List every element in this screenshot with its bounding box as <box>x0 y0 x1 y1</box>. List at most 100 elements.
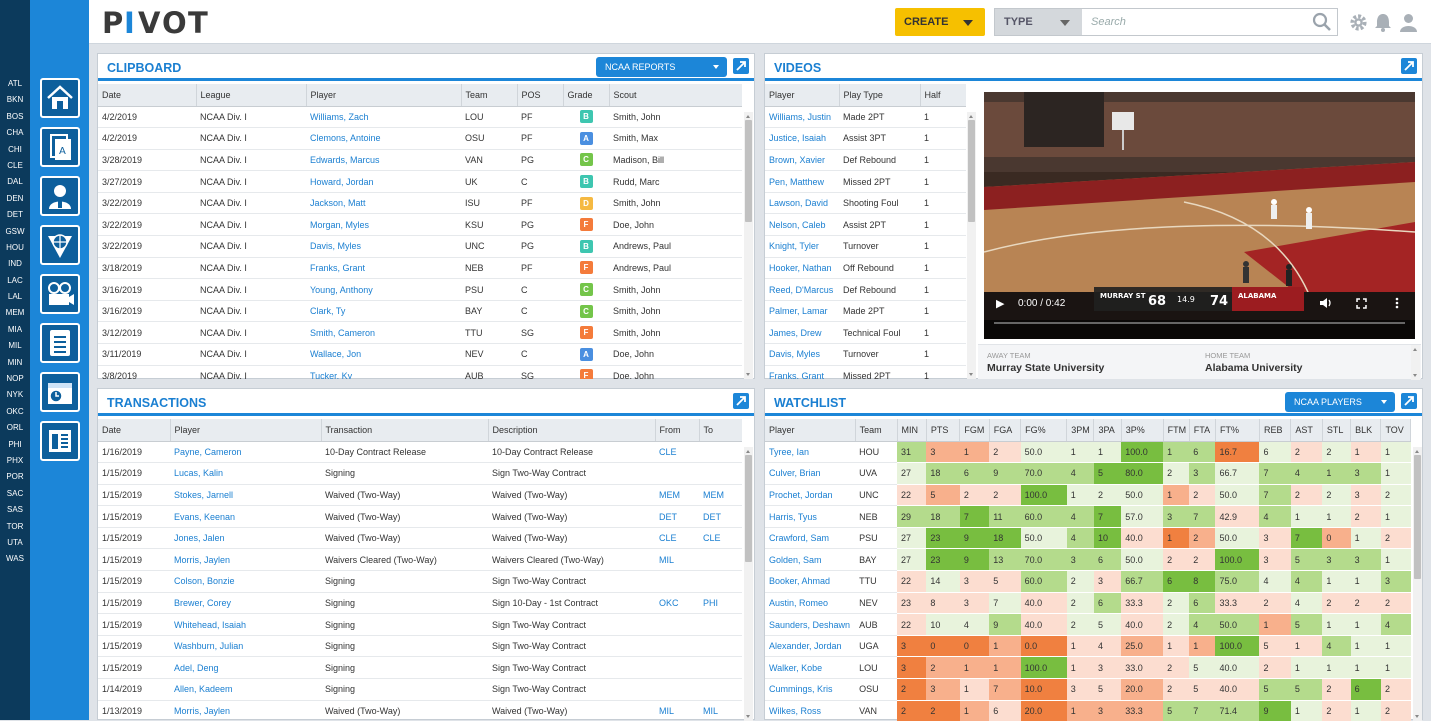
bell-icon[interactable] <box>1374 13 1392 32</box>
column-header[interactable]: MIN <box>897 419 927 442</box>
column-header[interactable]: Player <box>765 419 856 442</box>
team-link[interactable]: DET <box>699 505 742 528</box>
column-header[interactable]: Description <box>488 419 656 442</box>
videos-scrollbar[interactable] <box>967 112 976 379</box>
player-link[interactable]: Tyree, Ian <box>765 441 856 464</box>
table-row[interactable]: Booker, Ahmad TTU 22 14 3 5 60.0 2 3 66.7 6 8 75.0 4 4… <box>765 570 1411 593</box>
logo[interactable]: P I V O T <box>102 6 226 40</box>
table-row[interactable]: Tyree, Ian HOU 31 3 1 2 50.0 1 1 100.0 1 6 16.7 6 2 2 1 1 <box>765 441 1411 464</box>
team-link[interactable]: DAL <box>7 177 23 187</box>
column-header[interactable]: Player <box>306 84 462 107</box>
team-link[interactable]: ORL <box>6 423 24 433</box>
player-link[interactable]: Young, Anthony <box>306 278 461 301</box>
table-row[interactable]: 4/2/2019 NCAA Div. I Williams, Zach LOU PF B S… <box>98 106 742 129</box>
player-link[interactable]: Brown, Xavier <box>765 149 839 172</box>
nav-home[interactable] <box>40 78 80 118</box>
player-link[interactable]: Jones, Jalen <box>170 527 321 550</box>
column-header[interactable]: Player <box>765 84 840 107</box>
player-link[interactable]: Saunders, Deshawn <box>765 613 856 636</box>
table-row[interactable]: Austin, Romeo NEV 23 8 3 7 40.0 2 6 33.3 2 6 33.3 2 4 2… <box>765 592 1411 615</box>
table-row[interactable]: 3/8/2019 NCAA Div. I Tucker, Ky AUB SG F Doe, … <box>98 365 742 379</box>
team-link[interactable]: CLE <box>699 527 742 550</box>
player-link[interactable]: Morris, Jaylen <box>170 548 321 572</box>
team-link[interactable] <box>699 462 742 485</box>
team-link[interactable]: MEM <box>5 308 25 318</box>
player-link[interactable]: Whitehead, Isaiah <box>170 613 321 636</box>
team-link[interactable]: LAL <box>7 292 23 302</box>
team-link[interactable]: DEN <box>6 193 24 203</box>
transactions-scrollbar[interactable] <box>744 447 753 721</box>
team-link[interactable]: PHX <box>6 455 24 465</box>
table-row[interactable]: Lawson, David Shooting Foul 1 <box>765 192 966 215</box>
table-row[interactable]: 3/18/2019 NCAA Div. I Franks, Grant NEB PF F A… <box>98 257 742 280</box>
table-row[interactable]: 1/15/2019 Adel, Deng Signing Sign Two-Way C… <box>98 656 742 680</box>
player-link[interactable]: Davis, Myles <box>765 343 839 366</box>
user-icon[interactable] <box>1399 13 1418 32</box>
table-row[interactable]: Brown, Xavier Def Rebound 1 <box>765 149 966 172</box>
player-link[interactable]: Cummings, Kris <box>765 678 856 701</box>
column-header[interactable]: FGA <box>989 419 1022 442</box>
column-header[interactable]: League <box>196 84 307 107</box>
gear-icon[interactable] <box>1349 13 1368 32</box>
team-link[interactable]: PHI <box>699 592 742 615</box>
player-link[interactable]: Brewer, Corey <box>170 592 321 615</box>
player-link[interactable]: Hooker, Nathan <box>765 257 839 280</box>
column-header[interactable]: PTS <box>926 419 961 442</box>
team-link[interactable]: MIL <box>8 341 22 351</box>
player-link[interactable]: Morris, Jaylen <box>170 700 321 721</box>
table-row[interactable]: James, Drew Technical Foul 1 <box>765 321 966 345</box>
column-header[interactable]: 3PM <box>1066 419 1095 442</box>
fullscreen-icon[interactable] <box>1356 298 1367 309</box>
nav-videos[interactable] <box>40 274 80 314</box>
table-row[interactable]: Harris, Tyus NEB 29 18 7 11 60.0 4 7 57.0 3 7 42.9 4 1… <box>765 505 1411 528</box>
player-link[interactable]: Harris, Tyus <box>765 505 856 528</box>
team-link[interactable]: MIL <box>655 700 699 721</box>
expand-button[interactable] <box>1401 58 1417 74</box>
column-header[interactable]: POS <box>517 84 564 107</box>
player-link[interactable]: Davis, Myles <box>306 235 461 258</box>
team-link[interactable] <box>699 678 742 701</box>
team-link[interactable]: CLE <box>655 441 699 464</box>
player-link[interactable]: Crawford, Sam <box>765 527 856 550</box>
column-header[interactable]: BLK <box>1350 419 1382 442</box>
table-row[interactable]: 3/22/2019 NCAA Div. I Davis, Myles UNC PG B An… <box>98 235 742 258</box>
table-row[interactable]: 3/12/2019 NCAA Div. I Smith, Cameron TTU SG F… <box>98 321 742 345</box>
table-row[interactable]: Justice, Isaiah Assist 3PT 1 <box>765 127 966 150</box>
column-header[interactable]: From <box>655 419 700 442</box>
table-row[interactable]: Crawford, Sam PSU 27 23 9 18 50.0 4 10 40.0 1 2 50.0… <box>765 527 1411 550</box>
team-link[interactable]: MEM <box>655 484 699 507</box>
table-row[interactable]: Wilkes, Ross VAN 2 2 1 6 20.0 1 3 33.3 5 7 71.4 9 1 2 1 2 <box>765 700 1411 721</box>
table-row[interactable]: Walker, Kobe LOU 3 2 1 1 100.0 1 3 33.0 2 5 40.0 2 1 1 1… <box>765 656 1411 680</box>
table-row[interactable]: Culver, Brian UVA 27 18 6 9 70.0 4 5 80.0 2 3 66.7 7 4… <box>765 462 1411 485</box>
team-link[interactable]: IND <box>8 259 22 269</box>
player-link[interactable]: Allen, Kadeem <box>170 678 321 701</box>
team-link[interactable]: POR <box>6 472 24 482</box>
player-link[interactable]: Edwards, Marcus <box>306 149 461 172</box>
player-link[interactable]: Alexander, Jordan <box>765 635 856 658</box>
player-link[interactable]: Pen, Matthew <box>765 170 839 193</box>
column-header[interactable]: Half <box>920 84 966 107</box>
team-link[interactable]: BOS <box>6 111 24 121</box>
player-link[interactable]: Jackson, Matt <box>306 192 461 215</box>
player-link[interactable]: Culver, Brian <box>765 462 856 485</box>
search-input[interactable] <box>1082 8 1338 36</box>
column-header[interactable]: Play Type <box>839 84 921 107</box>
nav-reports[interactable]: A <box>40 127 80 167</box>
player-link[interactable]: Palmer, Lamar <box>765 300 839 323</box>
column-header[interactable]: FT% <box>1215 419 1260 442</box>
team-link[interactable]: PHI <box>8 439 22 449</box>
team-link[interactable] <box>655 570 699 593</box>
team-link[interactable] <box>655 613 699 636</box>
table-row[interactable]: Williams, Justin Made 2PT 1 <box>765 106 966 129</box>
column-header[interactable]: Team <box>461 84 518 107</box>
player-link[interactable]: Morgan, Myles <box>306 213 461 237</box>
table-row[interactable]: Reed, D'Marcus Def Rebound 1 <box>765 278 966 301</box>
team-link[interactable] <box>699 570 742 593</box>
column-header[interactable]: REB <box>1259 419 1292 442</box>
player-link[interactable]: Washburn, Julian <box>170 635 321 658</box>
player-link[interactable]: Prochet, Jordan <box>765 484 856 507</box>
column-header[interactable]: Player <box>170 419 322 442</box>
team-link[interactable]: CHI <box>8 144 22 154</box>
player-link[interactable]: Wallace, Jon <box>306 343 461 366</box>
column-header[interactable]: TOV <box>1380 419 1411 442</box>
